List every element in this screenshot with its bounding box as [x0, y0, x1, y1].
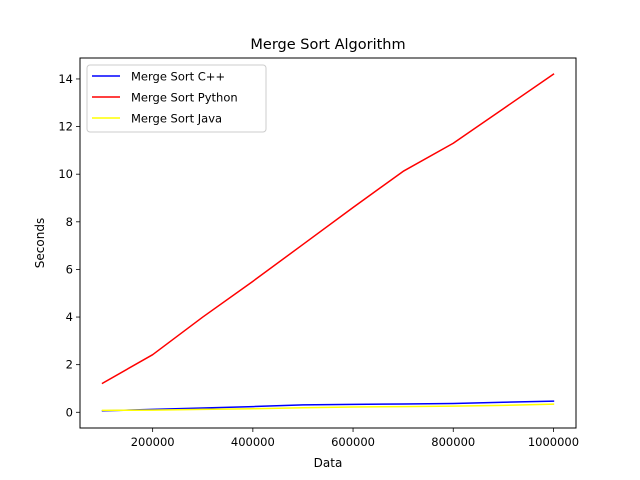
y-tick-label: 12 [58, 120, 73, 134]
legend-label-1: Merge Sort C++ [131, 70, 225, 84]
series-line-3 [101, 403, 555, 412]
x-tick-label: 600000 [331, 435, 375, 449]
series-line-1 [101, 400, 555, 412]
chart-title: Merge Sort Algorithm [250, 37, 405, 53]
legend-box [86, 64, 267, 133]
legend-label-2: Merge Sort Python [131, 91, 238, 105]
y-axis: 0 2 4 6 8 10 12 14 [58, 72, 80, 419]
x-axis-label: Data [314, 456, 343, 470]
y-tick-label: 0 [66, 405, 73, 419]
y-tick-label: 2 [66, 358, 73, 372]
y-tick-label: 14 [58, 72, 73, 86]
legend: Merge Sort C++ Merge Sort Python Merge Sor… [86, 64, 267, 133]
x-axis: 200000 400000 600000 800000 1000000 [131, 428, 579, 449]
y-axis-label: Seconds [33, 218, 47, 268]
plot-lines [101, 73, 555, 412]
x-tick-label: 400000 [231, 435, 275, 449]
y-tick-label: 10 [58, 167, 73, 181]
plot-frame [79, 57, 577, 429]
y-tick-label: 6 [66, 262, 73, 276]
legend-label-3: Merge Sort Java [131, 112, 222, 126]
y-tick-label: 4 [66, 310, 73, 324]
x-tick-label: 200000 [131, 435, 175, 449]
y-tick-label: 8 [66, 215, 73, 229]
x-tick-label: 800000 [431, 435, 475, 449]
series-line-2 [101, 73, 555, 385]
x-tick-label: 1000000 [528, 435, 579, 449]
